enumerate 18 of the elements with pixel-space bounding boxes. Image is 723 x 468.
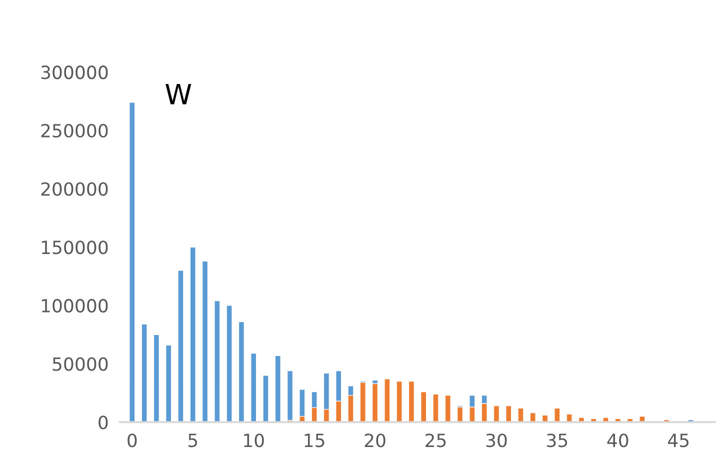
- x-tick-label: 0: [128, 434, 137, 448]
- x-tick-label: 5: [188, 434, 198, 448]
- y-tick-label: 150000: [42, 240, 108, 254]
- x-tick-label: 45: [668, 434, 689, 448]
- chart-title: W: [166, 84, 192, 104]
- y-tick-label: 0: [98, 416, 108, 430]
- x-tick-label: 15: [304, 434, 324, 448]
- x-tick-label: 35: [547, 434, 568, 448]
- y-tick-label: 200000: [41, 182, 108, 196]
- x-tick-label: 10: [244, 434, 264, 448]
- y-tick-label: 50000: [52, 357, 108, 371]
- y-tick-label: 100000: [42, 298, 108, 313]
- x-tick-label: 20: [364, 434, 386, 448]
- y-tick-label: 250000: [41, 124, 108, 138]
- x-tick-label: 30: [486, 434, 507, 448]
- x-tick-label: 40: [607, 434, 628, 448]
- y-tick-label: 300000: [41, 66, 108, 80]
- x-tick-label: 25: [426, 434, 446, 448]
